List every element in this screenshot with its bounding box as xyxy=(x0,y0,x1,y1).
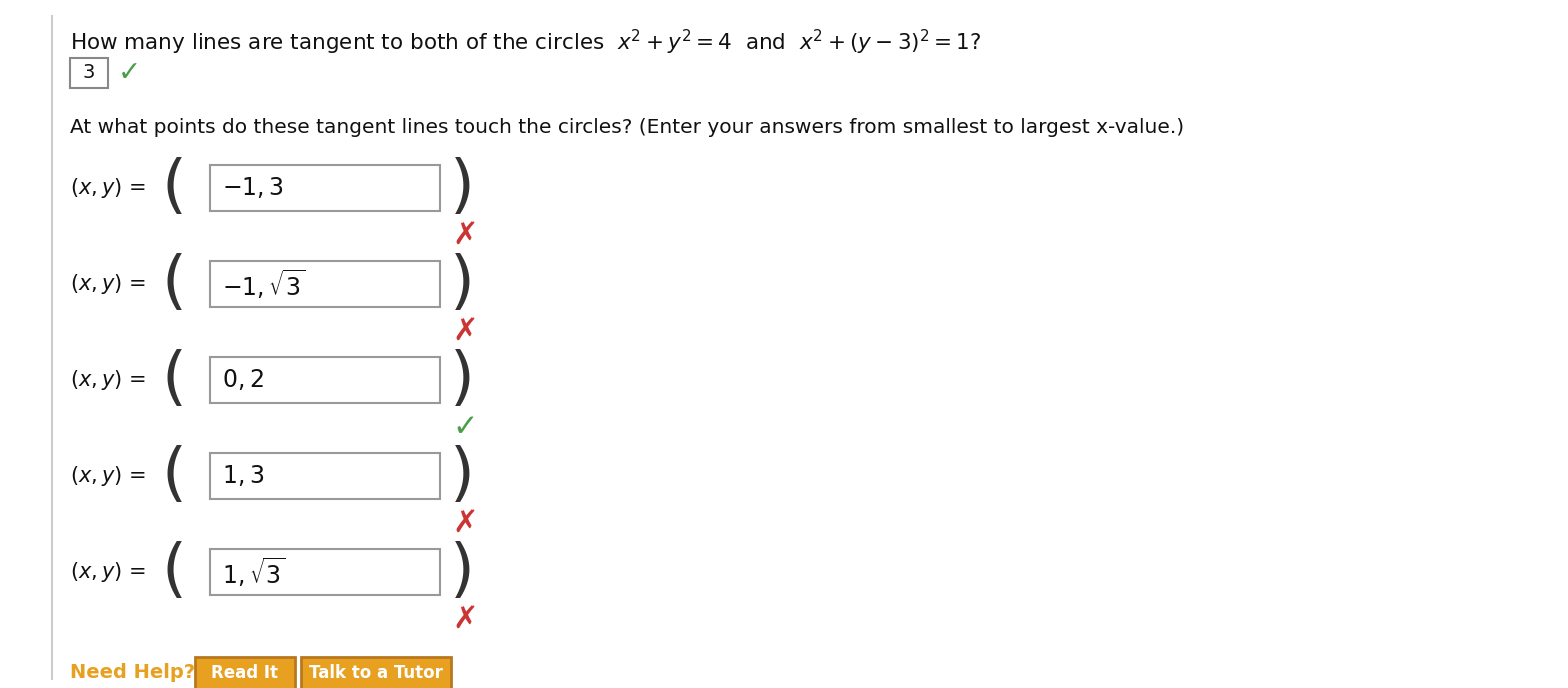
Text: $-1,3$: $-1,3$ xyxy=(223,175,284,200)
Text: $1,3$: $1,3$ xyxy=(223,464,265,488)
Text: ✓: ✓ xyxy=(452,413,478,442)
Text: ✗: ✗ xyxy=(452,221,478,250)
FancyBboxPatch shape xyxy=(210,261,441,307)
FancyBboxPatch shape xyxy=(71,58,108,88)
Text: $(\mathit{x}, \mathit{y})$ =: $(\mathit{x}, \mathit{y})$ = xyxy=(71,464,146,488)
Text: ): ) xyxy=(450,541,475,603)
Text: How many lines are tangent to both of the circles  $x^2 + y^2 = 4$  and  $x^2 + : How many lines are tangent to both of th… xyxy=(71,28,982,57)
Text: ): ) xyxy=(450,445,475,507)
Text: ✗: ✗ xyxy=(452,605,478,634)
Text: 3: 3 xyxy=(83,63,96,83)
Text: $(\mathit{x}, \mathit{y})$ =: $(\mathit{x}, \mathit{y})$ = xyxy=(71,272,146,296)
Text: $1,\sqrt{3}$: $1,\sqrt{3}$ xyxy=(223,555,285,589)
FancyBboxPatch shape xyxy=(210,453,441,499)
FancyBboxPatch shape xyxy=(301,657,452,688)
Text: ✗: ✗ xyxy=(452,317,478,346)
Text: ): ) xyxy=(450,253,475,315)
Text: (: ( xyxy=(162,157,187,219)
FancyBboxPatch shape xyxy=(210,549,441,595)
FancyBboxPatch shape xyxy=(210,357,441,403)
Text: $(\mathit{x}, \mathit{y})$ =: $(\mathit{x}, \mathit{y})$ = xyxy=(71,176,146,200)
Text: (: ( xyxy=(162,253,187,315)
FancyBboxPatch shape xyxy=(194,657,295,688)
Text: Talk to a Tutor: Talk to a Tutor xyxy=(309,664,442,682)
Text: At what points do these tangent lines touch the circles? (Enter your answers fro: At what points do these tangent lines to… xyxy=(71,118,1184,137)
Text: $0,2$: $0,2$ xyxy=(223,367,263,392)
Text: $-1,\sqrt{3}$: $-1,\sqrt{3}$ xyxy=(223,268,306,301)
Text: ): ) xyxy=(450,349,475,411)
Text: Read It: Read It xyxy=(212,664,279,682)
Text: ): ) xyxy=(450,157,475,219)
Text: Need Help?: Need Help? xyxy=(71,663,194,682)
Text: ✗: ✗ xyxy=(452,509,478,538)
Text: ✓: ✓ xyxy=(118,59,141,87)
Text: $(\mathit{x}, \mathit{y})$ =: $(\mathit{x}, \mathit{y})$ = xyxy=(71,560,146,584)
Text: (: ( xyxy=(162,445,187,507)
FancyBboxPatch shape xyxy=(210,165,441,211)
Text: $(\mathit{x}, \mathit{y})$ =: $(\mathit{x}, \mathit{y})$ = xyxy=(71,368,146,392)
Text: (: ( xyxy=(162,349,187,411)
Text: (: ( xyxy=(162,541,187,603)
